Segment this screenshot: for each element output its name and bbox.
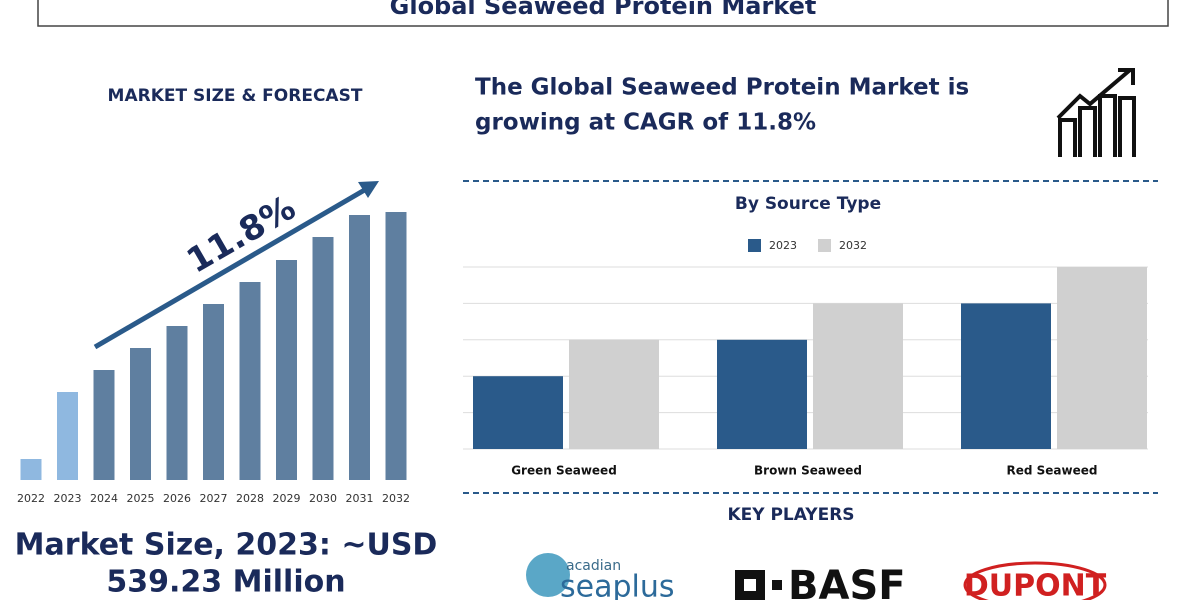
bar xyxy=(349,215,370,480)
key-players-title: KEY PLAYERS xyxy=(727,505,854,525)
x-tick-label: 2031 xyxy=(346,492,374,505)
x-tick-label: 2030 xyxy=(309,492,337,505)
logo-mark xyxy=(772,580,782,590)
market-size: Market Size, 2023: ~USD xyxy=(15,528,438,563)
x-tick-label: 2022 xyxy=(17,492,45,505)
headline-line: growing at CAGR of 11.8% xyxy=(475,110,816,136)
title-box xyxy=(37,0,1169,27)
market-size: 539.23 Million xyxy=(106,565,345,600)
bar xyxy=(93,370,115,480)
bar xyxy=(203,304,224,480)
bar xyxy=(813,303,903,449)
x-tick-label: 2032 xyxy=(382,492,410,505)
x-tick-label: 2024 xyxy=(90,492,118,505)
bar xyxy=(239,282,261,480)
bar xyxy=(312,237,334,480)
bar xyxy=(1057,267,1147,449)
x-tick-label: 2029 xyxy=(273,492,301,505)
logo-mark xyxy=(963,561,1107,600)
chart-title: By Source Type xyxy=(735,194,881,214)
growth-icon xyxy=(1056,68,1136,157)
player-name: DUPONT xyxy=(964,569,1107,600)
x-tick-label: Brown Seaweed xyxy=(754,464,862,478)
legend-swatch xyxy=(818,239,831,252)
bar xyxy=(20,459,42,480)
bar xyxy=(276,260,297,480)
x-tick-label: Green Seaweed xyxy=(511,464,617,478)
bar xyxy=(385,212,407,480)
x-tick-label: Red Seaweed xyxy=(1007,464,1098,478)
player-name: seaplus xyxy=(560,570,675,600)
arrow-head xyxy=(358,181,379,198)
x-tick-label: 2025 xyxy=(127,492,155,505)
legend-swatch xyxy=(748,239,761,252)
player-name: BASF xyxy=(788,563,906,600)
page-title: Global Seaweed Protein Market xyxy=(390,0,817,20)
bar xyxy=(961,303,1051,449)
bar xyxy=(166,326,188,480)
x-tick-label: 2028 xyxy=(236,492,264,505)
legend-label: 2032 xyxy=(839,239,867,252)
logo-mark xyxy=(744,579,756,591)
bar xyxy=(569,339,659,449)
bar xyxy=(717,339,807,449)
bar xyxy=(130,348,151,480)
logo-mark xyxy=(526,553,570,597)
headline-line: The Global Seaweed Protein Market is xyxy=(475,75,969,101)
legend-label: 2023 xyxy=(769,239,797,252)
player-name: acadian xyxy=(566,558,621,574)
bar xyxy=(473,376,563,449)
x-tick-label: 2027 xyxy=(200,492,228,505)
x-tick-label: 2026 xyxy=(163,492,191,505)
growth-arrow xyxy=(93,185,370,350)
bar xyxy=(57,392,78,480)
chart-title: MARKET SIZE & FORECAST xyxy=(108,86,363,106)
x-tick-label: 2023 xyxy=(54,492,82,505)
